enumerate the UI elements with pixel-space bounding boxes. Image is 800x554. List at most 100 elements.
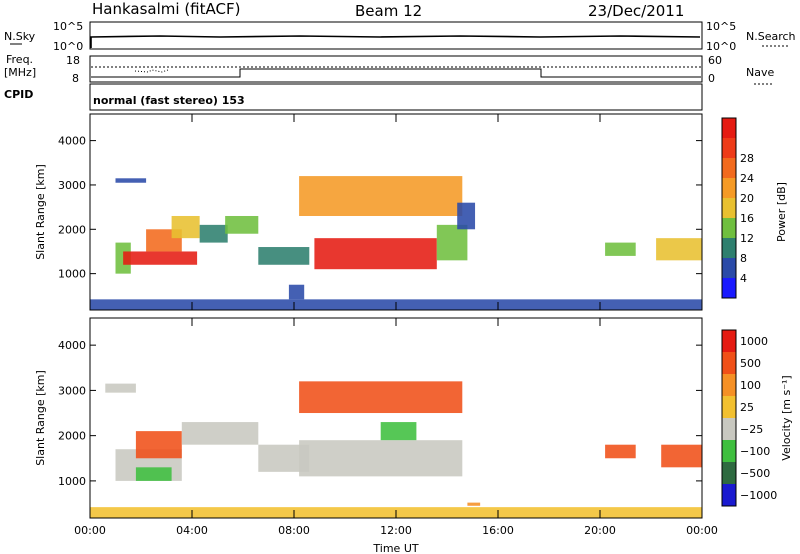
- velocity-colorbar-swatch: [722, 352, 736, 374]
- power-colorbar-swatch: [722, 138, 736, 158]
- power-colorbar-swatch: [722, 218, 736, 238]
- power-colorbar-swatch: [722, 118, 736, 138]
- frequency-panel: Freq. [MHz] 18 8 60 0 Nave: [4, 53, 774, 85]
- x-tick-label: 04:00: [176, 524, 208, 537]
- velocity-echo-region: [380, 422, 417, 441]
- velocity-ytick-label: 4000: [58, 339, 86, 352]
- velocity-colorbar-tick: 1000: [740, 335, 768, 348]
- frequency-noise-marks: [134, 69, 169, 73]
- power-echo-region: [288, 284, 305, 300]
- power-colorbar-tick: 8: [740, 252, 747, 265]
- noise-left-label: N.Sky: [4, 30, 36, 43]
- power-colorbar-swatch: [722, 178, 736, 198]
- velocity-colorbar-tick: 100: [740, 379, 761, 392]
- x-tick-label: 20:00: [584, 524, 616, 537]
- velocity-echo-region: [605, 444, 636, 459]
- velocity-colorbar-swatch: [722, 418, 736, 440]
- power-echo-region: [656, 238, 702, 261]
- cpid-label: CPID: [4, 88, 33, 101]
- beam-title: Beam 12: [355, 2, 422, 20]
- noise-panel-frame: [89, 21, 703, 50]
- velocity-colorbar-swatch: [722, 440, 736, 462]
- power-colorbar-swatch: [722, 278, 736, 298]
- freq-left-tick-bottom: 8: [72, 72, 79, 85]
- power-panel-frame: [89, 113, 703, 311]
- power-ylabel: Slant Range [km]: [34, 164, 47, 260]
- velocity-ylabel: Slant Range [km]: [34, 370, 47, 466]
- velocity-echo-region: [467, 502, 481, 506]
- velocity-echo-region: [661, 444, 702, 468]
- noise-right-tick-bottom: 10^0: [706, 40, 736, 53]
- x-tick-label: 08:00: [278, 524, 310, 537]
- nave-right-tick-bottom: 0: [708, 72, 715, 85]
- x-tick-label: 00:00: [74, 524, 106, 537]
- power-colorbar-swatch: [722, 258, 736, 278]
- power-colorbar-tick: 12: [740, 232, 754, 245]
- velocity-colorbar-tick: 500: [740, 357, 761, 370]
- cpid-panel-frame: [89, 83, 703, 111]
- x-axis-label: Time UT: [372, 542, 418, 554]
- velocity-colorbar-swatch: [722, 374, 736, 396]
- velocity-colorbar-frame: [721, 329, 737, 507]
- velocity-colorbar-swatch: [722, 396, 736, 418]
- x-tick-labels: 00:00 04:00 08:00 12:00 16:00 20:00 00:00: [74, 524, 718, 537]
- x-tick-label: 12:00: [380, 524, 412, 537]
- velocity-echo-region: [135, 431, 182, 459]
- power-echo-region: [115, 178, 147, 183]
- power-panel: 1000 2000 3000 4000 Slant Range [km] 4 8 12 16…: [34, 113, 788, 311]
- power-data-layer: [90, 176, 702, 310]
- power-colorbar-swatch: [722, 238, 736, 258]
- power-colorbar-label: Power [dB]: [775, 182, 788, 242]
- power-echo-region: [299, 176, 463, 216]
- nave-right-tick-top: 60: [708, 54, 722, 67]
- noise-left-tick-bottom: 10^0: [53, 40, 83, 53]
- power-echo-region: [457, 202, 476, 230]
- power-colorbar-tick: 24: [740, 172, 754, 185]
- velocity-colorbar: 1000 500 100 25 −25 −100 −500 −1000: [721, 329, 777, 507]
- power-echo-region: [436, 224, 468, 261]
- x-tick-label: 00:00: [686, 524, 718, 537]
- freq-label-line2: [MHz]: [4, 66, 36, 79]
- power-colorbar: 4 8 12 16 20 24 28: [721, 117, 754, 299]
- power-ytick-label: 1000: [58, 268, 86, 281]
- noise-panel: N.Sky 10^5 10^0 10^5 10^0 N.Search: [4, 20, 796, 53]
- power-echo-region: [314, 238, 437, 270]
- power-echo-region: [258, 247, 310, 265]
- velocity-colorbar-tick: −500: [740, 467, 770, 480]
- velocity-echo-region: [299, 440, 463, 477]
- velocity-ytick-label: 3000: [58, 384, 86, 397]
- cpid-panel: CPID normal (fast stereo) 153: [4, 83, 703, 111]
- power-colorbar-swatch: [722, 198, 736, 218]
- velocity-echo-region: [299, 381, 463, 414]
- frequency-trace: [91, 68, 701, 78]
- power-echo-region: [199, 224, 228, 243]
- frequency-panel-frame: [89, 55, 703, 83]
- velocity-panel: 1000 2000 3000 4000 Slant Range [km] 1000 50…: [34, 317, 793, 519]
- velocity-echo-region: [105, 383, 136, 393]
- date-title: 23/Dec/2011: [588, 2, 684, 20]
- nave-label: Nave: [746, 66, 774, 79]
- velocity-echo-region: [135, 467, 172, 481]
- noise-left-tick-top: 10^5: [53, 20, 83, 33]
- power-ytick-label: 2000: [58, 223, 86, 236]
- power-ytick-label: 4000: [58, 135, 86, 148]
- velocity-data-layer: [90, 381, 702, 518]
- velocity-colorbar-tick: 25: [740, 401, 754, 414]
- velocity-colorbar-tick: −25: [740, 423, 763, 436]
- power-colorbar-swatch: [722, 158, 736, 178]
- freq-left-tick-top: 18: [66, 54, 80, 67]
- power-colorbar-tick: 28: [740, 152, 754, 165]
- velocity-ytick-label: 2000: [58, 430, 86, 443]
- power-colorbar-tick: 4: [740, 272, 747, 285]
- power-colorbar-tick: 16: [740, 212, 754, 225]
- velocity-colorbar-swatch: [722, 330, 736, 352]
- noise-right-label: N.Search: [746, 30, 796, 43]
- power-echo-region: [225, 215, 259, 234]
- noise-trace: [90, 35, 701, 48]
- noise-right-tick-top: 10^5: [706, 20, 736, 33]
- velocity-colorbar-tick: −100: [740, 445, 770, 458]
- velocity-colorbar-tick: −1000: [740, 489, 777, 502]
- power-colorbar-frame: [721, 117, 737, 299]
- velocity-panel-frame: [89, 317, 703, 519]
